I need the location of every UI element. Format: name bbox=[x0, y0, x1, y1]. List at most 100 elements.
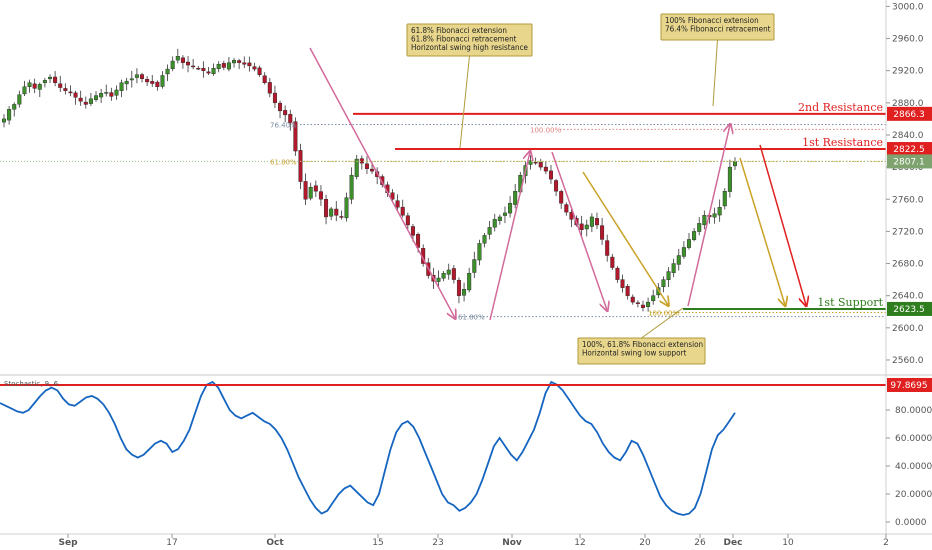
level-price-tag bbox=[887, 106, 932, 121]
candle-body bbox=[733, 161, 738, 167]
candle-body bbox=[395, 200, 400, 208]
candle-body bbox=[344, 197, 349, 219]
candle-body bbox=[620, 279, 625, 288]
candle-body bbox=[467, 272, 472, 291]
candle-body bbox=[22, 86, 27, 95]
annotations-layer: 76.40% 61.80% 100.00% 61.80% 100.00% 2nd Resi… bbox=[0, 13, 886, 365]
annotation-pointer bbox=[712, 39, 718, 107]
candle-body bbox=[354, 158, 359, 177]
level-label: 1st Resistance bbox=[802, 136, 883, 149]
current-price-tag-label: 2807.1 bbox=[893, 157, 925, 167]
swing-arrow bbox=[687, 125, 730, 307]
candle-body bbox=[697, 223, 702, 232]
time-tick-label: 2 bbox=[883, 538, 889, 548]
candle-body bbox=[702, 215, 707, 226]
level-price-tag-label: 2822.5 bbox=[893, 145, 925, 155]
price-tick-label: 2600.0 bbox=[892, 324, 924, 334]
candle-body bbox=[410, 226, 415, 236]
time-tick-label: Dec bbox=[724, 538, 743, 548]
candle-body bbox=[211, 68, 216, 75]
candle-body bbox=[78, 97, 83, 102]
level-price-tag bbox=[887, 142, 932, 157]
candle-body bbox=[145, 78, 150, 83]
candle-body bbox=[405, 215, 410, 226]
annotation-box bbox=[406, 23, 533, 57]
candle-body bbox=[513, 191, 518, 205]
candle-body bbox=[129, 78, 134, 81]
price-tick-label: 2640.0 bbox=[892, 292, 924, 302]
fibonacci-level-label: 61.80% bbox=[270, 158, 297, 166]
candle-body bbox=[308, 187, 313, 199]
price-tick-label: 2680.0 bbox=[892, 260, 924, 270]
candle-body bbox=[262, 75, 267, 83]
stoch-tick-label: 80.0000 bbox=[895, 406, 932, 416]
candle-body bbox=[462, 289, 467, 296]
candle-body bbox=[175, 56, 180, 61]
candle-body bbox=[12, 104, 17, 110]
swing-arrow bbox=[489, 152, 530, 321]
candle-body bbox=[63, 88, 68, 91]
candle-body bbox=[329, 208, 334, 217]
candle-body bbox=[579, 223, 584, 230]
candle-body bbox=[564, 204, 569, 213]
level-label: 2nd Resistance bbox=[798, 101, 883, 114]
candle-body bbox=[451, 268, 456, 280]
candle-body bbox=[364, 163, 369, 169]
candle-body bbox=[124, 80, 129, 85]
candle-body bbox=[170, 60, 175, 70]
candle-body bbox=[605, 240, 610, 256]
time-tick-label: 17 bbox=[166, 538, 177, 548]
candle-body bbox=[303, 181, 308, 200]
candle-body bbox=[651, 295, 656, 302]
annotation-box bbox=[660, 13, 775, 41]
candle-body bbox=[196, 67, 201, 70]
candle-body bbox=[73, 92, 78, 98]
candle-body bbox=[226, 62, 231, 70]
candle-body bbox=[237, 60, 242, 63]
time-tick-label: 15 bbox=[372, 538, 383, 548]
annotation-pointer bbox=[459, 55, 470, 149]
candle-body bbox=[252, 66, 257, 70]
candle-body bbox=[446, 269, 451, 275]
candle-body bbox=[257, 67, 262, 75]
swing-arrow bbox=[759, 144, 806, 305]
candle-body bbox=[7, 109, 12, 121]
candle-body bbox=[48, 76, 53, 80]
swing-arrow bbox=[739, 157, 785, 305]
candle-body bbox=[298, 150, 303, 182]
candle-body bbox=[165, 68, 170, 75]
candle-body bbox=[232, 60, 237, 64]
price-tick-label: 2560.0 bbox=[892, 356, 924, 366]
fibonacci-level-label: 100.00% bbox=[530, 126, 561, 134]
candle-body bbox=[334, 208, 339, 216]
candle-body bbox=[646, 301, 651, 307]
candle-body bbox=[472, 259, 477, 273]
candle-body bbox=[201, 67, 206, 71]
swing-arrow bbox=[309, 47, 455, 318]
candle-body bbox=[538, 162, 543, 168]
candle-body bbox=[584, 224, 589, 230]
price-tick-label: 2720.0 bbox=[892, 227, 924, 237]
candle-body bbox=[625, 286, 630, 296]
level-label: 1st Support bbox=[817, 296, 883, 309]
price-tick-label: 2920.0 bbox=[892, 67, 924, 77]
swing-arrow bbox=[582, 171, 668, 305]
candle-body bbox=[692, 231, 697, 240]
candle-body bbox=[349, 174, 354, 200]
candle-body bbox=[502, 212, 507, 216]
annotation-text: Horizontal swing high resistance bbox=[411, 43, 529, 52]
candle-body bbox=[17, 94, 22, 105]
annotation-box bbox=[577, 337, 706, 365]
fibonacci-level-label: 61.80% bbox=[458, 314, 485, 322]
candle-body bbox=[37, 84, 42, 90]
candle-body bbox=[288, 114, 293, 124]
candle-body bbox=[400, 206, 405, 216]
candle-body bbox=[727, 166, 732, 192]
candle-body bbox=[416, 234, 421, 248]
annotation-text: 76.4% Fibonacci retracement bbox=[665, 25, 771, 34]
level-price-tag-label: 2866.3 bbox=[893, 110, 925, 120]
candle-body bbox=[94, 95, 99, 100]
candle-body bbox=[497, 216, 502, 221]
